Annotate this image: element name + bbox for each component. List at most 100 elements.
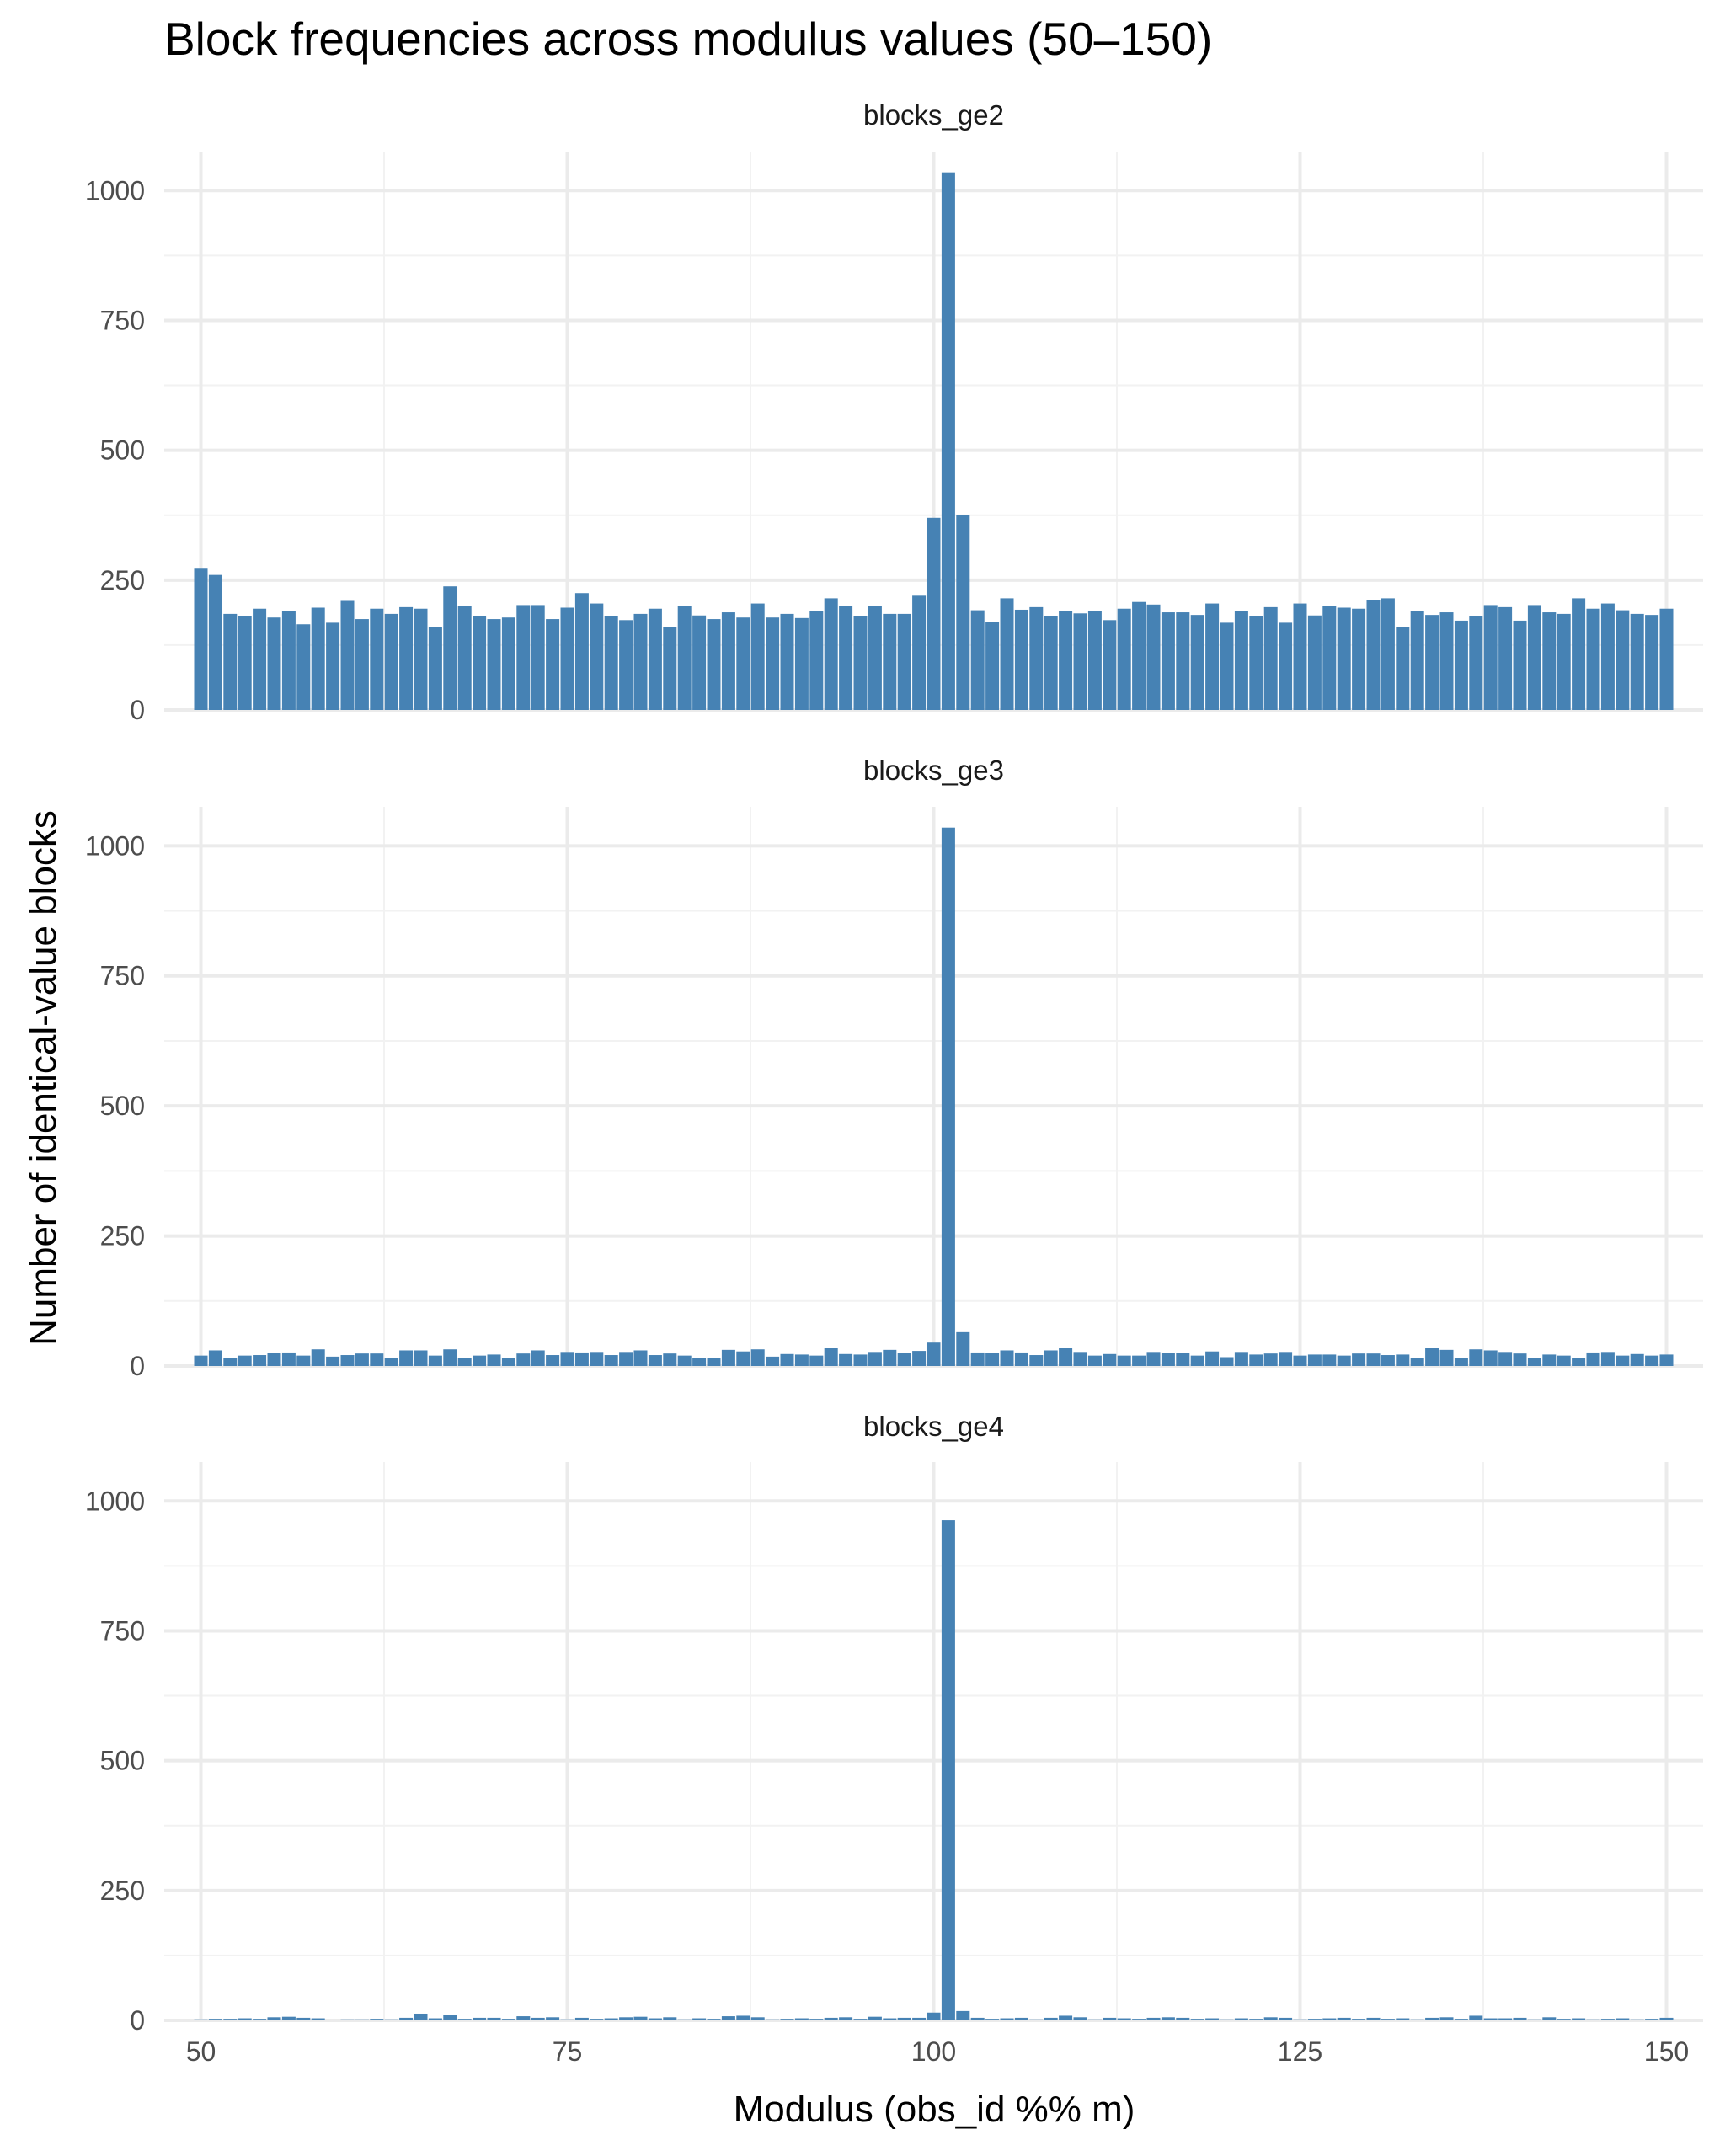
bar <box>794 1354 809 1366</box>
bar <box>1572 2018 1586 2020</box>
bar <box>1014 609 1028 710</box>
bar <box>194 568 208 710</box>
bar <box>1014 2017 1028 2020</box>
bar <box>1630 613 1644 710</box>
x-tick-label: 100 <box>911 2036 956 2067</box>
bar <box>604 616 618 710</box>
bar <box>677 606 692 710</box>
bar <box>443 2015 457 2020</box>
bar <box>1381 2019 1395 2020</box>
bar <box>546 2017 560 2020</box>
bar <box>750 603 765 710</box>
facet-label: blocks_ge3 <box>863 755 1004 786</box>
bar <box>487 2017 501 2020</box>
bar <box>253 1355 267 1366</box>
bar <box>809 2019 824 2020</box>
bar <box>1205 603 1220 710</box>
bar <box>970 1352 985 1366</box>
bar <box>1659 1354 1674 1366</box>
bar <box>223 2019 238 2020</box>
bar <box>1117 2018 1131 2020</box>
bar <box>897 1353 911 1366</box>
bar <box>868 2016 882 2020</box>
bar <box>897 2017 911 2020</box>
y-tick-label: 0 <box>130 2005 145 2036</box>
bar <box>883 2018 897 2020</box>
bar <box>1630 1353 1644 1366</box>
bar <box>1132 601 1146 710</box>
bar <box>487 1354 501 1366</box>
bar <box>1190 2019 1204 2020</box>
bar <box>692 1358 707 1366</box>
bar <box>766 1356 780 1366</box>
bar <box>1659 2017 1674 2020</box>
bar <box>868 606 882 710</box>
bar <box>1205 1351 1220 1366</box>
bar <box>1073 613 1087 710</box>
facet-label: blocks_ge2 <box>863 99 1004 131</box>
bar <box>750 2017 765 2020</box>
bar <box>1234 611 1248 710</box>
y-tick-label: 250 <box>100 1876 145 1906</box>
bar <box>1279 622 1293 710</box>
bar <box>927 1342 941 1366</box>
bar <box>1586 1352 1600 1366</box>
bar <box>1600 1352 1615 1366</box>
bar <box>985 1353 1000 1366</box>
bar <box>1557 613 1571 710</box>
bar <box>501 2019 515 2020</box>
bar <box>574 593 589 710</box>
bar <box>1469 2015 1483 2020</box>
bar <box>1059 2015 1073 2020</box>
bar <box>839 1353 853 1366</box>
bar <box>1307 2019 1322 2020</box>
bar <box>1073 1352 1087 1366</box>
bar <box>399 606 414 710</box>
bar <box>809 611 824 710</box>
y-tick-label: 500 <box>100 1091 145 1121</box>
bar <box>824 2017 838 2020</box>
x-tick-label: 125 <box>1278 2036 1322 2067</box>
bar <box>457 606 472 710</box>
bar <box>546 619 560 710</box>
chart-title: Block frequencies across modulus values … <box>164 13 1213 65</box>
bar <box>1572 598 1586 710</box>
bar <box>1645 1355 1659 1366</box>
y-tick-label: 250 <box>100 1221 145 1251</box>
bar <box>1469 1349 1483 1366</box>
bar <box>1146 1352 1161 1366</box>
bar <box>473 616 487 710</box>
bar <box>223 613 238 710</box>
bar <box>267 617 281 710</box>
bar <box>780 2019 794 2020</box>
bar <box>1176 2017 1190 2020</box>
facet-label: blocks_ge4 <box>863 1411 1004 1442</box>
bar <box>590 1352 604 1366</box>
bar <box>736 617 750 710</box>
bar <box>1483 2018 1498 2020</box>
bar <box>1263 606 1278 710</box>
bar <box>1454 2019 1468 2020</box>
bar <box>1645 2019 1659 2020</box>
bar <box>1572 1358 1586 1366</box>
bar <box>208 1350 222 1366</box>
bar <box>1616 610 1630 710</box>
bar <box>750 1349 765 1366</box>
y-tick-label: 1000 <box>85 830 145 861</box>
bar <box>619 620 633 710</box>
bar <box>1029 606 1044 710</box>
bar <box>853 616 868 710</box>
bar <box>721 612 735 710</box>
bar <box>340 600 355 710</box>
bar <box>340 1355 355 1366</box>
bar <box>560 607 574 710</box>
bar <box>619 2017 633 2020</box>
bar <box>1498 606 1513 710</box>
bar <box>1249 2019 1263 2020</box>
bar <box>1132 1355 1146 1366</box>
bar <box>1190 615 1204 710</box>
bar <box>473 2017 487 2020</box>
bar <box>399 2017 414 2020</box>
bar <box>1293 1355 1307 1366</box>
bar <box>370 1353 384 1366</box>
